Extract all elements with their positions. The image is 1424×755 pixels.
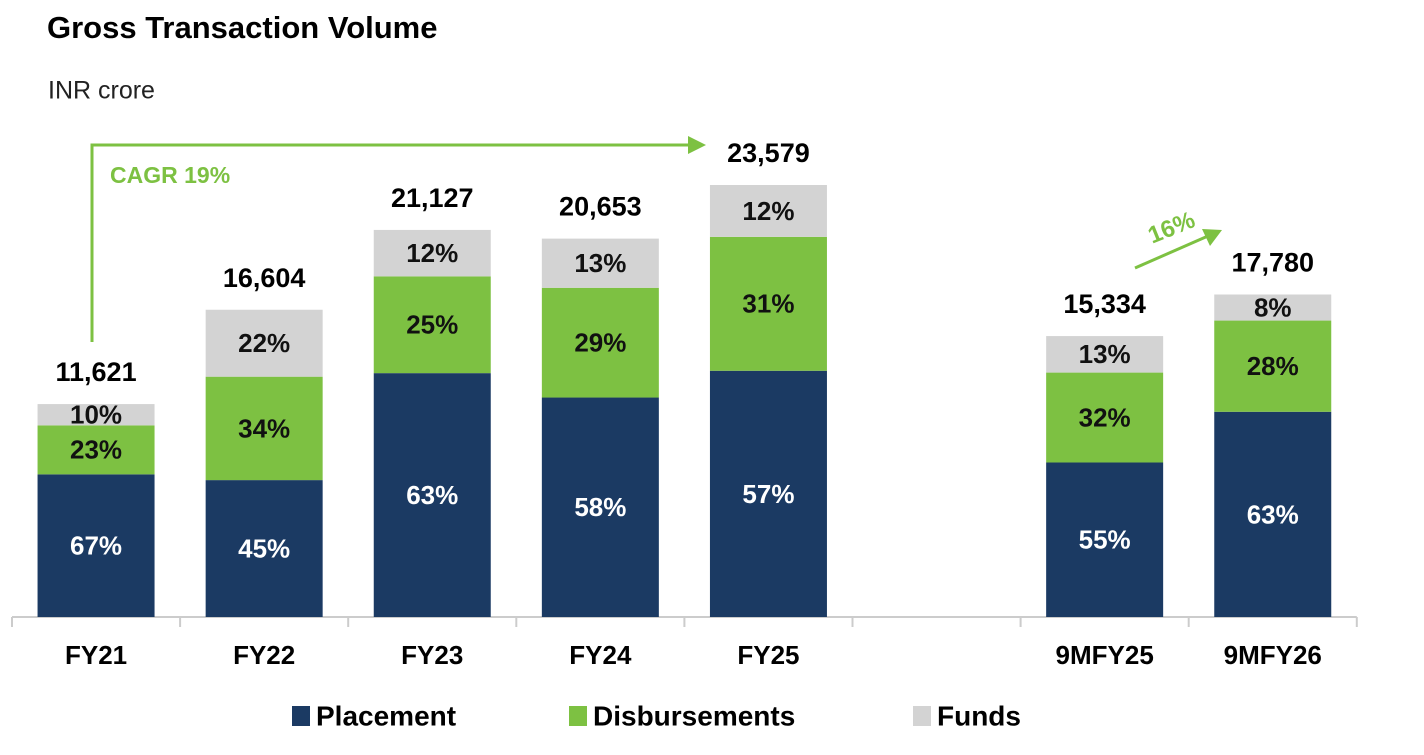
legend-label: Funds [937, 700, 1021, 731]
bar-segment [1046, 462, 1164, 617]
arrow-head [688, 136, 706, 154]
bar-segment [205, 309, 323, 377]
segment-label: 63% [1247, 499, 1299, 529]
segment-label: 63% [406, 480, 458, 510]
arrow-head [1202, 229, 1222, 246]
segment-label: 13% [1079, 339, 1131, 369]
bar-segment [205, 480, 323, 617]
x-tick-label: FY25 [737, 640, 799, 670]
segment-label: 12% [406, 238, 458, 268]
total-label: 15,334 [1063, 289, 1146, 319]
segment-label: 25% [406, 310, 458, 340]
x-tick-label: 9MFY26 [1224, 640, 1322, 670]
legend-label: Disbursements [593, 700, 795, 731]
growth-arrow [1134, 234, 1209, 270]
total-label: 21,127 [391, 183, 474, 213]
segment-label: 13% [574, 248, 626, 278]
chart-title: Gross Transaction Volume [47, 10, 437, 45]
segment-label: 22% [238, 328, 290, 358]
legend-swatch [913, 706, 931, 726]
chart-subtitle: INR crore [48, 77, 155, 105]
bar-segment [373, 276, 491, 374]
annotation: CAGR 19% [110, 162, 230, 188]
segment-label: 10% [70, 400, 122, 430]
legend-swatch [569, 706, 587, 726]
bar-segment [541, 238, 659, 288]
bar-segment [709, 370, 827, 617]
segment-label: 34% [238, 413, 290, 443]
bar-segment [373, 229, 491, 277]
total-label: 16,604 [223, 263, 306, 293]
bar-segment [709, 236, 827, 371]
segment-label: 23% [70, 435, 122, 465]
segment-label: 58% [574, 492, 626, 522]
bar-segment [541, 397, 659, 617]
bar-segment [37, 425, 155, 475]
segment-label: 55% [1079, 525, 1131, 555]
x-tick-label: FY23 [401, 640, 463, 670]
segment-label: 31% [742, 289, 794, 319]
legend-swatch [292, 706, 310, 726]
cagr-arrow [90, 143, 690, 342]
bar-segment [709, 185, 827, 237]
x-tick-label: FY22 [233, 640, 295, 670]
total-label: 17,780 [1231, 248, 1314, 278]
bar-segment [1214, 294, 1332, 321]
segment-label: 8% [1254, 292, 1292, 322]
segment-label: 67% [70, 531, 122, 561]
x-tick-label: 9MFY25 [1056, 640, 1154, 670]
bar-segment [37, 474, 155, 617]
segment-label: 45% [238, 533, 290, 563]
total-label: 23,579 [727, 138, 810, 168]
total-label: 11,621 [56, 357, 137, 387]
bar-segment [541, 287, 659, 398]
segment-label: 12% [742, 196, 794, 226]
bar-segment [1046, 372, 1164, 463]
bar-segment [1214, 320, 1332, 412]
segment-label: 28% [1247, 351, 1299, 381]
segment-label: 32% [1079, 402, 1131, 432]
x-tick-label: FY24 [569, 640, 632, 670]
segment-label: 57% [742, 479, 794, 509]
segment-label: 29% [574, 328, 626, 358]
x-tick-label: FY21 [65, 640, 127, 670]
bar-segment [37, 404, 155, 426]
legend-label: Placement [316, 700, 456, 731]
total-label: 20,653 [559, 192, 642, 222]
bar-segment [373, 373, 491, 617]
bar-segment [1214, 411, 1332, 617]
bar-segment [205, 376, 323, 481]
bar-segment [1046, 336, 1164, 373]
